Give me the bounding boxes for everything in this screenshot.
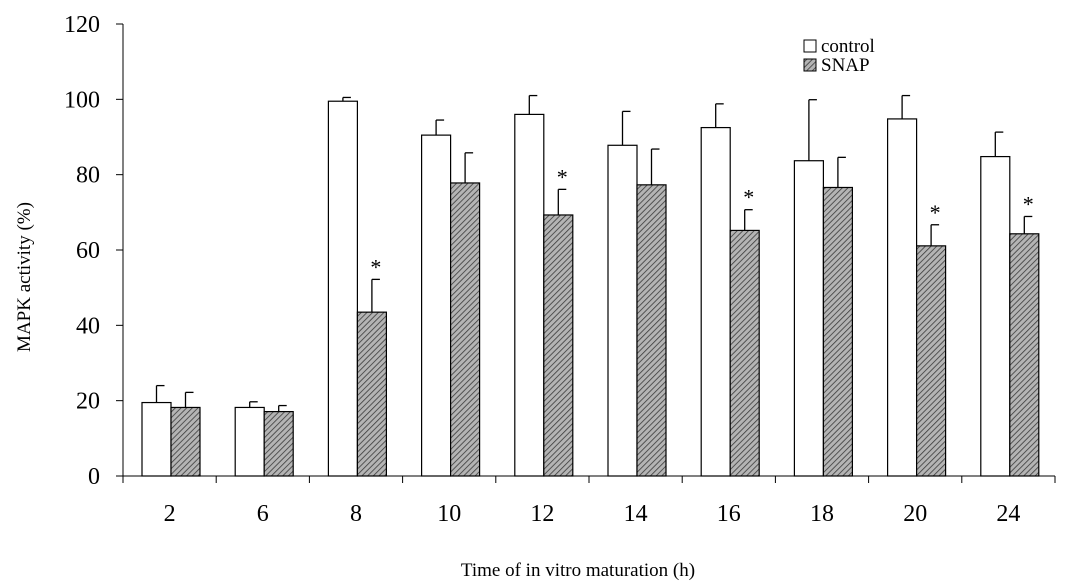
bar-snap	[170, 406, 201, 477]
y-tick-label: 40	[76, 313, 100, 339]
bar-control	[793, 160, 825, 477]
bar-snap	[636, 184, 667, 477]
y-tick-label: 100	[64, 87, 100, 113]
significance-marker: *	[1023, 191, 1034, 216]
bar-snap	[1009, 233, 1040, 477]
bar-control	[700, 126, 731, 477]
bar-snap	[356, 311, 387, 477]
x-tick-label: 6	[257, 501, 269, 527]
bar-control	[141, 401, 172, 477]
bar-control	[421, 134, 452, 477]
x-tick-label: 16	[717, 501, 741, 527]
x-tick-label: 12	[530, 501, 554, 527]
x-tick-label: 20	[903, 501, 927, 527]
bar-control	[886, 118, 918, 477]
y-tick-label: 60	[76, 238, 100, 264]
significance-marker: *	[743, 185, 754, 210]
y-tick-label: 0	[88, 464, 100, 490]
x-tick-label: 18	[810, 501, 834, 527]
bar-control	[327, 100, 358, 477]
bar-snap	[822, 186, 854, 477]
bar-snap	[915, 245, 947, 477]
bar-control	[607, 144, 638, 477]
significance-marker: *	[557, 164, 568, 189]
y-tick-label: 80	[76, 163, 100, 189]
bar-snap	[450, 182, 481, 477]
significance-marker: *	[930, 200, 941, 225]
x-tick-label: 24	[996, 501, 1020, 527]
legend-swatch-control	[803, 39, 817, 53]
legend: control SNAP	[803, 36, 875, 76]
legend-swatch-snap	[803, 58, 817, 72]
legend-label-snap: SNAP	[821, 55, 870, 76]
x-tick-label: 10	[437, 501, 461, 527]
y-tick-label: 20	[76, 389, 100, 415]
bar-control	[980, 155, 1011, 477]
x-tick-label: 2	[164, 501, 176, 527]
plot-area: 0 20 40 60 80 100 120 2 6 8 10 12 14 16 18 20 24 * * * * *	[64, 12, 1056, 527]
y-axis-label: MAPK activity (%)	[14, 202, 35, 352]
legend-label-control: control	[821, 36, 875, 57]
x-tick-label: 14	[624, 501, 648, 527]
y-tick-label: 120	[64, 12, 100, 38]
bar-snap	[543, 214, 574, 477]
bar-snap	[263, 410, 294, 477]
bar-control	[234, 406, 265, 477]
bar-snap	[729, 229, 760, 477]
significance-marker: *	[370, 254, 381, 279]
x-axis-label: Time of in vitro maturation (h)	[461, 560, 695, 581]
bar-control	[514, 113, 545, 477]
x-tick-label: 8	[350, 501, 362, 527]
